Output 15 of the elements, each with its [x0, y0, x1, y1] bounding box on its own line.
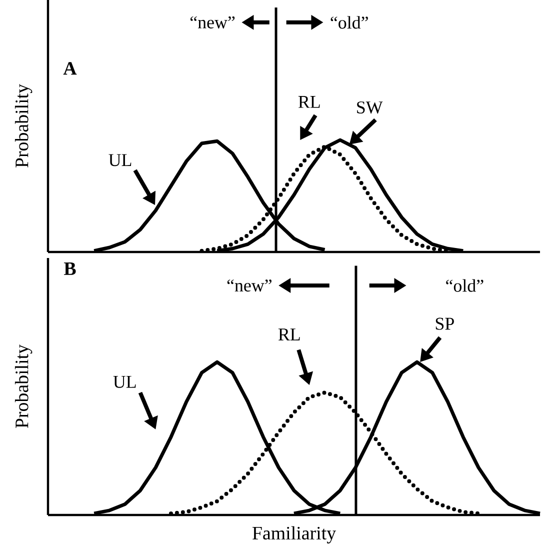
text: SP	[436, 318, 454, 330]
text: “new”	[227, 279, 272, 292]
y-axis-title: Probability	[14, 84, 32, 168]
text: “old”	[330, 16, 368, 29]
text: B	[64, 262, 76, 275]
annotation: UL	[113, 376, 136, 388]
text: RL	[298, 96, 320, 108]
x-axis-title: Familiarity	[252, 526, 336, 544]
text: SW	[357, 101, 383, 114]
text: “old”	[446, 279, 484, 292]
y-axis-title: Probability	[14, 344, 32, 428]
text: RL	[278, 328, 300, 340]
annotation: UL	[108, 154, 132, 166]
text: A	[63, 62, 77, 75]
text: “new”	[190, 16, 235, 28]
